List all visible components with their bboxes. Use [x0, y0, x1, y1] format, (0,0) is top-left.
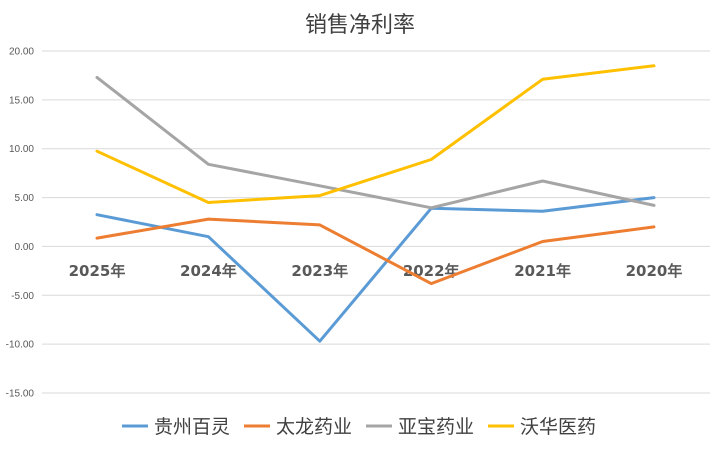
series-line-4 [95, 64, 656, 204]
y-axis-ticks: 20.00 15.00 10.00 5.00 0.00 -5.00 -10.00 -15.00 [6, 47, 35, 400]
x-tick-label: 2020年 [626, 262, 683, 280]
y-tick-label: -5.00 [11, 291, 34, 302]
y-tick-label: -10.00 [6, 340, 35, 351]
gridlines [42, 50, 710, 394]
x-axis-ticks: 2025年 2024年 2023年 2022年 2021年 2020年 [69, 262, 683, 280]
y-tick-label: -15.00 [6, 389, 35, 400]
series-line-3 [95, 75, 656, 210]
series-lines [95, 64, 656, 343]
x-tick-label: 2024年 [180, 262, 237, 280]
y-tick-label: 5.00 [15, 193, 35, 204]
legend-label: 太龙药业 [276, 416, 352, 438]
series-line-1 [95, 196, 656, 343]
legend-label: 贵州百灵 [154, 416, 230, 438]
y-tick-label: 0.00 [15, 242, 35, 253]
y-tick-label: 20.00 [9, 47, 34, 58]
y-tick-label: 15.00 [9, 95, 34, 106]
x-tick-label: 2021年 [514, 262, 571, 280]
legend-label: 沃华医药 [520, 416, 596, 438]
legend: 贵州百灵 太龙药业 亚宝药业 沃华医药 [122, 416, 596, 438]
x-tick-label: 2025年 [69, 262, 126, 280]
legend-label: 亚宝药业 [398, 416, 474, 438]
series-line-2 [95, 217, 656, 286]
chart-title: 销售净利率 [305, 13, 415, 38]
x-tick-label: 2023年 [291, 262, 348, 280]
y-tick-label: 10.00 [9, 144, 34, 155]
